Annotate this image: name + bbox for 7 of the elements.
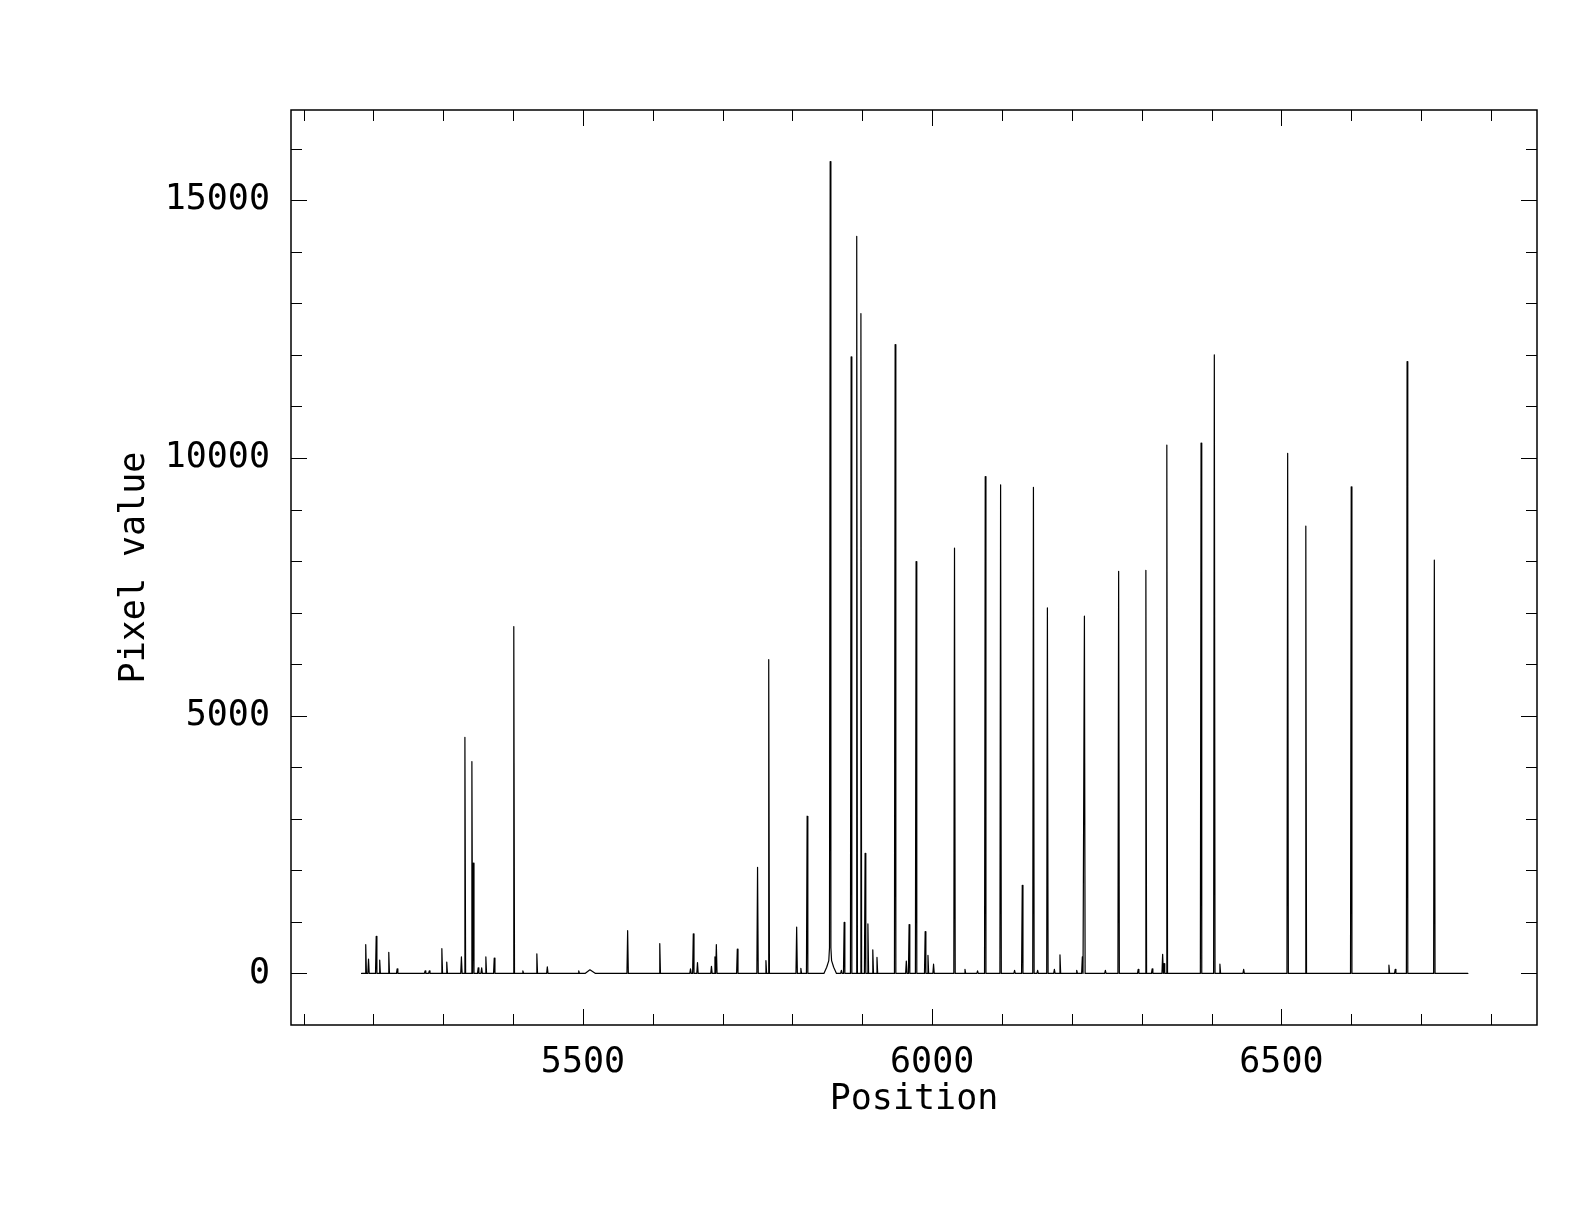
x-tick-label: 5500	[540, 1040, 626, 1081]
y-axis-title: Pixel value	[112, 451, 153, 684]
y-tick-label: 0	[248, 950, 270, 991]
x-tick-label: 6500	[1239, 1040, 1324, 1081]
y-tick-label: 10000	[164, 435, 270, 476]
y-tick-label: 5000	[185, 692, 270, 733]
y-tick-label: 15000	[164, 177, 270, 218]
